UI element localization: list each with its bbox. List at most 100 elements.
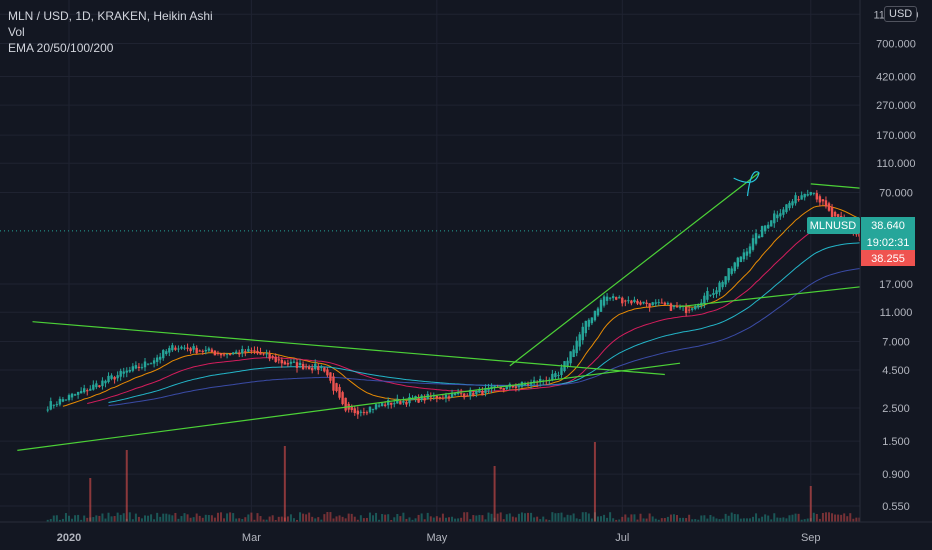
candle-body: [827, 203, 831, 211]
volume-bar: [502, 519, 505, 522]
candle-body: [411, 398, 414, 400]
candle-body: [174, 347, 177, 350]
volume-bar: [566, 514, 569, 522]
candle-body: [210, 349, 214, 353]
candle-body: [484, 388, 487, 394]
candle-body: [478, 389, 481, 393]
volume-bar: [265, 519, 268, 522]
candle-body: [98, 385, 101, 387]
volume-bar: [147, 515, 150, 522]
candle-body: [621, 297, 624, 304]
volume-bar: [153, 519, 156, 522]
price-tick-label: 11.000: [880, 307, 913, 319]
candle-body: [356, 410, 359, 415]
candle-body: [767, 224, 770, 229]
volume-bar: [408, 517, 411, 522]
candle-body: [177, 348, 180, 350]
volume-bar: [511, 516, 514, 522]
volume-bar: [840, 514, 843, 522]
volume-bar: [387, 514, 390, 522]
price-tick-label: 4.500: [882, 365, 910, 377]
volume-bar: [332, 518, 335, 522]
volume-bar: [824, 512, 827, 522]
candle-body: [368, 406, 372, 413]
volume-bar: [116, 512, 119, 522]
volume-bar: [815, 513, 818, 522]
candle-body: [55, 404, 59, 406]
volume-bar: [156, 512, 159, 522]
volume-bar: [189, 517, 192, 522]
candle-body: [244, 351, 247, 353]
candle-body: [125, 370, 128, 373]
candle-body: [493, 386, 496, 388]
candle-body: [198, 350, 201, 352]
volume-bar: [715, 518, 718, 522]
volume-bar: [119, 514, 122, 522]
volume-spike-bar: [89, 478, 92, 522]
candle-body: [450, 392, 454, 398]
volume-bar: [372, 515, 374, 522]
symbol-info[interactable]: MLN / USD, 1D, KRAKEN, Heikin Ashi: [8, 9, 213, 23]
volume-bar: [435, 516, 438, 522]
volume-bar: [615, 519, 618, 522]
candle-body: [423, 397, 426, 401]
candle-body: [183, 347, 186, 349]
candle-body: [569, 351, 572, 364]
volume-bar: [122, 513, 125, 522]
volume-bar: [666, 516, 669, 522]
volume-bar: [162, 513, 165, 522]
volume-bar: [68, 515, 70, 522]
volume-legend[interactable]: Vol: [8, 25, 25, 39]
volume-bar: [855, 517, 858, 522]
candle-body: [691, 308, 694, 310]
candle-body: [116, 375, 119, 379]
ema-200-line: [108, 264, 932, 407]
candle-body: [684, 306, 688, 314]
volume-bar: [451, 516, 454, 522]
candle-body: [636, 300, 639, 304]
candle-body: [709, 294, 712, 296]
symbol-price-tag: MLNUSD 38.640 19:02:31 38.255: [807, 217, 915, 266]
time-axis[interactable]: 2020MarMayJulSepNov2021MarMay: [57, 532, 932, 544]
candle-body: [657, 302, 660, 304]
volume-bar: [46, 519, 49, 522]
volume-bar: [341, 516, 344, 522]
price-tick-label: 110.000: [877, 158, 916, 170]
currency-button[interactable]: USD: [884, 6, 918, 22]
symbol-tag-label: MLNUSD: [810, 220, 857, 232]
candle-body: [760, 226, 764, 237]
candle-body: [672, 305, 676, 308]
candle-body: [435, 395, 439, 399]
volume-bar: [548, 519, 551, 522]
candle-body: [95, 383, 98, 388]
volume-bar: [517, 513, 520, 522]
candle-body: [362, 412, 366, 414]
candle-body: [557, 375, 560, 377]
volume-bar: [299, 512, 302, 522]
volume-bar: [642, 518, 645, 522]
candle-body: [797, 199, 800, 201]
candle-body: [119, 370, 122, 377]
volume-bar: [572, 513, 575, 522]
volume-bar: [524, 513, 526, 522]
candle-body: [298, 362, 302, 366]
volume-bar: [201, 517, 204, 522]
candle-body: [727, 268, 730, 281]
drawing-layer[interactable]: [17, 42, 932, 451]
volume-bar: [676, 515, 678, 522]
ema-50-line: [87, 223, 932, 404]
candle-body: [152, 360, 156, 364]
candle-body: [551, 373, 554, 381]
candle-body: [155, 357, 159, 362]
volume-bar: [171, 515, 174, 522]
candle-body: [599, 299, 603, 312]
volume-bar: [347, 513, 350, 522]
candle-body: [438, 397, 442, 399]
candle-body: [222, 354, 226, 356]
candle-body: [341, 392, 344, 405]
volume-bar: [186, 514, 189, 522]
ema-legend[interactable]: EMA 20/50/100/200: [8, 41, 114, 55]
volume-bar: [660, 518, 663, 522]
volume-bar: [633, 514, 636, 522]
